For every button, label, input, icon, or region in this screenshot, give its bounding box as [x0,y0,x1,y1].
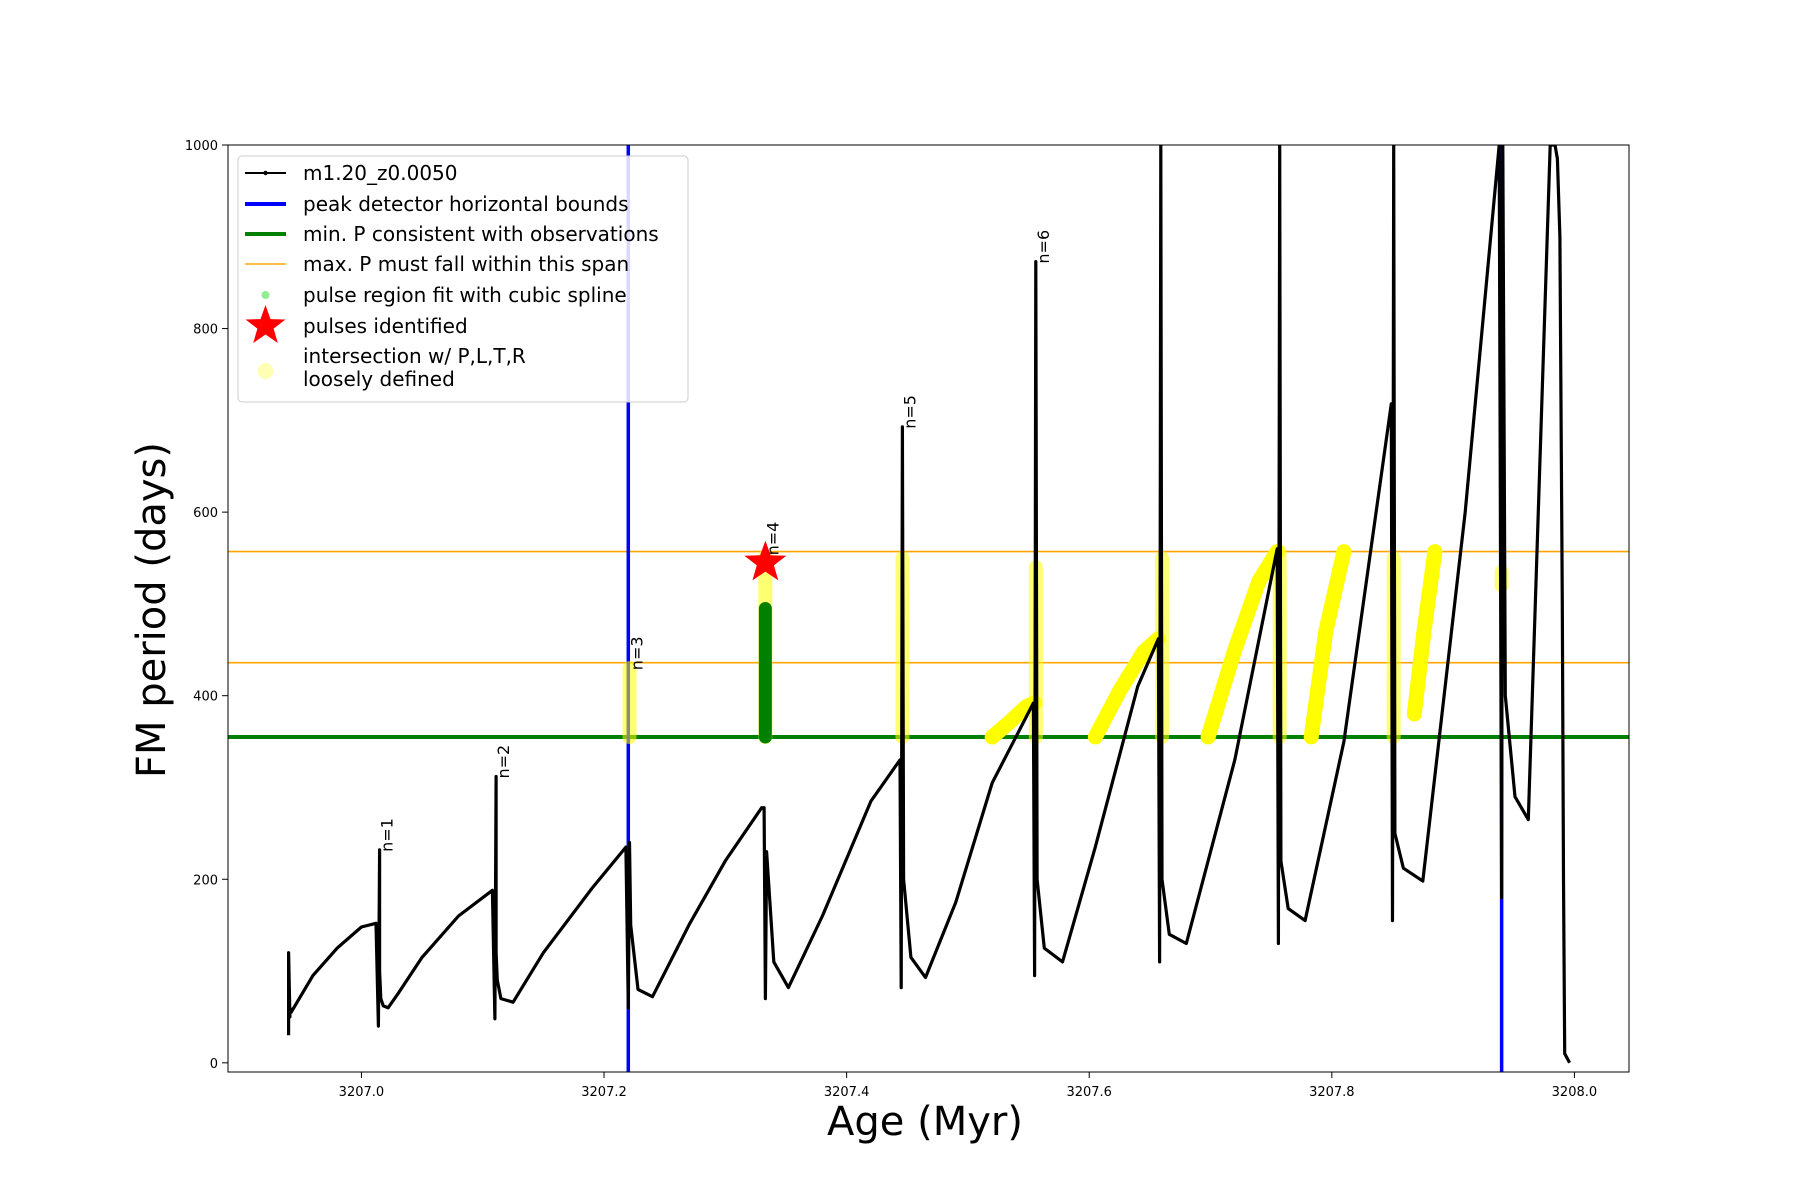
pulse-label-4: n=5 [900,395,919,429]
intersection-curve-11 [1406,544,1443,722]
x-tick-label-4: 3207.8 [1309,1085,1355,1100]
y-tick-label-1: 200 [193,873,218,888]
legend-label-6-line2: loosely defined [303,367,455,391]
legend-box [237,155,689,403]
pulse-label-1: n=2 [494,745,513,779]
y-tick-label-5: 1000 [185,139,218,154]
intersection-curve-10 [1303,544,1352,745]
legend-label-2: min. P consistent with observations [303,222,659,246]
legend-label-1: peak detector horizontal bounds [303,192,629,216]
legend-label-0: m1.20_z0.0050 [303,161,458,185]
pulse-label-5: n=6 [1034,230,1053,264]
y-tick-label-4: 800 [193,323,218,338]
pulse-star [744,540,787,581]
x-axis-title: Age (Myr) [827,1099,1023,1145]
legend-label-3: max. P must fall within this span [303,252,629,276]
series-line-0 [287,145,1572,1064]
x-tick-label-1: 3207.2 [581,1085,627,1100]
intersection-curve-9 [1200,544,1285,745]
legend-swatch-6 [257,363,274,379]
x-tick-label-5: 3208.0 [1552,1085,1598,1100]
legend-swatch-4 [261,291,270,299]
legend-label-6: intersection w/ P,L,T,R [303,344,526,368]
pulse-label-0: n=1 [378,818,397,852]
intersection-curve-8 [1087,631,1166,745]
y-tick-label-0: 0 [210,1057,218,1072]
x-tick-label-2: 3207.4 [824,1085,870,1100]
plot-area: n=1 n=2 n=3 n=4 n=5 n=6 [228,145,1629,1072]
y-tick-label-2: 400 [193,690,218,705]
x-tick-label-3: 3207.6 [1066,1085,1112,1100]
pulse-label-3: n=4 [763,522,782,556]
legend-label-5: pulses identified [303,314,468,338]
legend-marker-0 [263,170,268,176]
legend-swatch-5 [245,305,286,343]
plot-frame [227,144,1630,1073]
y-axis-title: FM period (days) [129,442,175,778]
legend-label-4: pulse region fit with cubic spline [303,283,627,307]
intersection-curve-7 [984,695,1043,745]
y-tick-label-3: 600 [193,506,218,521]
x-tick-label-0: 3207.0 [339,1085,385,1100]
axis-ticks: 3207.0 3207.2 3207.4 3207.6 3207.8 3208.0 0 200… [185,139,1597,1100]
pulse-label-2: n=3 [628,636,647,670]
